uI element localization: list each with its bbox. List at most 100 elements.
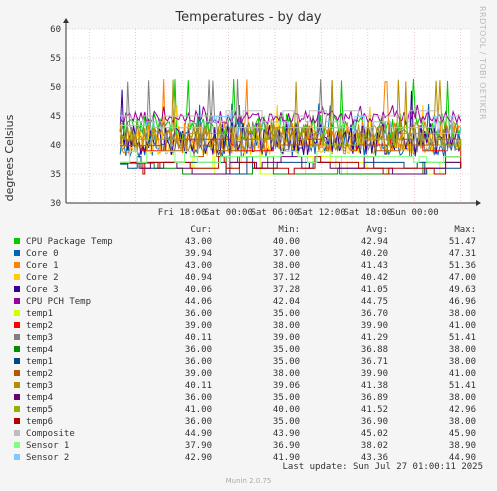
legend-cur-value: 36.00 [184,417,212,427]
x-axis-arrow [476,200,481,206]
legend-swatch [14,274,20,280]
legend-label: temp1 [26,309,54,319]
legend-label: temp3 [26,333,54,343]
y-tick-label: 55 [50,54,61,64]
legend-avg-value: 41.38 [360,381,388,391]
legend-label: temp1 [26,357,54,367]
x-tick-label: Sat 06:00 [251,208,300,218]
legend-header: Cur: Min: Avg: Max: [14,224,494,236]
legend-label: temp5 [26,405,54,415]
legend-cur-value: 37.90 [184,441,212,451]
legend-max-value: 44.90 [448,453,476,463]
y-tick-label: 30 [50,199,61,209]
legend-swatch [14,310,20,316]
legend-label: Sensor 2 [26,453,70,463]
legend-min-value: 39.00 [272,333,300,343]
legend-min-value: 41.90 [272,453,300,463]
x-tick-label: Fri 18:00 [158,208,207,218]
legend-max-value: 41.00 [448,321,476,331]
legend-cur-value: 39.94 [184,249,212,259]
legend-avg-value: 40.20 [360,249,388,259]
series-line-15 [120,156,462,175]
legend-min-value: 38.00 [272,261,300,271]
legend-label: temp2 [26,321,54,331]
legend-item: temp2 39.00 38.00 39.90 41.00 [14,320,494,332]
legend-max-value: 46.96 [448,297,476,307]
series-line-18 [120,116,462,134]
legend-avg-value: 41.05 [360,285,388,295]
legend-avg-value: 41.52 [360,405,388,415]
legend-cur-value: 44.90 [184,429,212,439]
legend-max-value: 38.90 [448,441,476,451]
legend-label: temp4 [26,345,54,355]
last-update: Last update: Sun Jul 27 01:00:11 2025 [282,462,483,472]
legend-avg-value: 36.71 [360,357,388,367]
legend-header-max: Max: [454,225,476,235]
legend-min-value: 37.28 [272,285,300,295]
y-tick-label: 35 [50,170,61,180]
legend-min-value: 40.00 [272,237,300,247]
legend-cur-value: 36.00 [184,345,212,355]
legend-avg-value: 43.36 [360,453,388,463]
legend-cur-value: 42.90 [184,453,212,463]
legend-swatch [14,442,20,448]
legend-avg-value: 36.89 [360,393,388,403]
legend-max-value: 42.96 [448,405,476,415]
legend-cur-value: 43.00 [184,237,212,247]
legend-item: CPU Package Temp 43.00 40.00 42.94 51.47 [14,236,494,248]
legend-label: Composite [26,429,75,439]
legend-item: Core 2 40.94 37.12 40.42 47.00 [14,272,494,284]
legend-swatch [14,262,20,268]
legend-item: temp2 39.00 38.00 39.90 41.00 [14,368,494,380]
legend-max-value: 47.00 [448,273,476,283]
legend-cur-value: 36.00 [184,357,212,367]
legend-avg-value: 45.02 [360,429,388,439]
chart-title: Temperatures - by day [175,10,322,25]
legend-swatch [14,382,20,388]
legend-swatch [14,358,20,364]
legend-label: temp2 [26,369,54,379]
series-line-11 [120,138,462,158]
x-tick-label: Sat 00:00 [204,208,253,218]
legend-max-value: 47.31 [448,249,476,259]
legend-cur-value: 43.00 [184,261,212,271]
legend-max-value: 38.00 [448,393,476,403]
legend-avg-value: 38.02 [360,441,388,451]
legend-swatch [14,430,20,436]
legend-label: Core 1 [26,261,59,271]
legend-label: Core 2 [26,273,59,283]
legend-swatch [14,238,20,244]
legend-avg-value: 36.88 [360,345,388,355]
legend-min-value: 37.12 [272,273,300,283]
legend-swatch [14,454,20,460]
series-lines [119,78,462,175]
x-tick-label: Sun 00:00 [390,208,439,218]
legend-cur-value: 36.00 [184,309,212,319]
legend-max-value: 45.90 [448,429,476,439]
legend-header-avg: Avg: [366,225,388,235]
y-tick-label: 50 [50,83,61,93]
legend-item: Core 1 43.00 38.00 41.43 51.36 [14,260,494,272]
legend-item: CPU PCH Temp 44.06 42.04 44.75 46.96 [14,296,494,308]
legend-max-value: 41.00 [448,369,476,379]
legend-cur-value: 40.11 [184,333,212,343]
legend-min-value: 38.00 [272,369,300,379]
legend-swatch [14,298,20,304]
legend-avg-value: 39.90 [360,321,388,331]
legend-item: Sensor 2 42.90 41.90 43.36 44.90 [14,452,494,464]
legend-item: temp1 36.00 35.00 36.70 38.00 [14,308,494,320]
legend-max-value: 38.00 [448,345,476,355]
legend-item: temp6 36.00 35.00 36.90 38.00 [14,416,494,428]
legend-max-value: 51.41 [448,333,476,343]
legend-swatch [14,370,20,376]
legend-avg-value: 40.42 [360,273,388,283]
legend-item: temp4 36.00 35.00 36.89 38.00 [14,392,494,404]
legend-swatch [14,394,20,400]
legend-max-value: 51.41 [448,381,476,391]
legend-label: temp6 [26,417,54,427]
legend-cur-value: 39.00 [184,321,212,331]
legend-label: temp4 [26,393,54,403]
legend-min-value: 35.00 [272,393,300,403]
legend-avg-value: 42.94 [360,237,388,247]
